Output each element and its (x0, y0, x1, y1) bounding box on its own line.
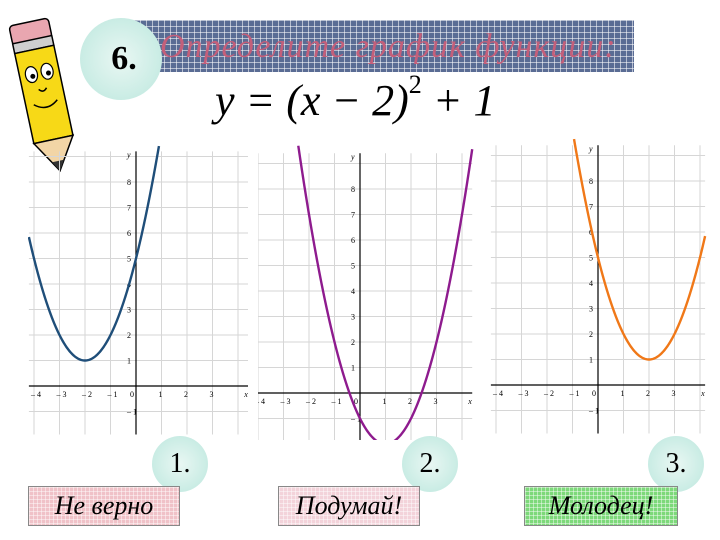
x-tick-label: – 1 (107, 390, 118, 399)
y-axis-label: y (588, 144, 593, 153)
answer-number-1: 1. (152, 436, 208, 492)
x-tick-label: 0 (130, 390, 134, 399)
y-tick-label: 2 (127, 331, 131, 340)
parabola-curve (28, 145, 161, 362)
y-tick-label: 4 (351, 287, 355, 296)
y-tick-label: 1 (351, 364, 355, 373)
y-tick-label: 1 (589, 356, 593, 365)
x-tick-label: – 4 (492, 389, 503, 398)
y-tick-label: 8 (127, 178, 131, 187)
y-tick-label: 2 (589, 330, 593, 339)
y-tick-label: 8 (351, 185, 355, 194)
y-tick-label: 5 (589, 254, 593, 263)
y-tick-label: 3 (127, 306, 131, 315)
y-tick-label: 7 (589, 203, 593, 212)
parabola-curve (297, 145, 474, 440)
x-tick-label: – 1 (331, 397, 342, 406)
parabola-curve (572, 138, 707, 361)
y-axis-label: y (350, 152, 355, 161)
title-banner (134, 20, 634, 72)
answer-label-3: Молодец! (548, 491, 654, 520)
x-tick-label: 0 (592, 389, 596, 398)
pencil-mascot-icon (8, 17, 75, 173)
x-tick-label: 2 (646, 389, 650, 398)
y-tick-label: 7 (127, 204, 131, 213)
x-tick-label: 2 (408, 397, 412, 406)
y-tick-label: 1 (127, 357, 131, 366)
x-axis-label: x (700, 389, 705, 398)
answer-number-3: 3. (648, 436, 704, 492)
y-tick-label: 5 (127, 255, 131, 264)
x-tick-label: – 2 (543, 389, 554, 398)
y-tick-label: – 1 (126, 408, 137, 417)
x-axis-label: x (243, 390, 248, 399)
x-tick-label: 1 (159, 390, 163, 399)
x-tick-label: – 3 (280, 397, 291, 406)
slide-number: 6. (111, 40, 137, 77)
x-tick-label: – 2 (305, 397, 316, 406)
x-tick-label: – 2 (81, 390, 92, 399)
slide-title: Определите график функции: (160, 28, 617, 65)
answer-label-2: Подумай! (295, 491, 403, 520)
formula-tail: + 1 (421, 76, 496, 125)
x-tick-label: 3 (672, 389, 676, 398)
y-tick-label: 5 (351, 262, 355, 271)
y-tick-label: 6 (351, 236, 355, 245)
y-tick-label: 6 (127, 229, 131, 238)
x-tick-label: – 3 (518, 389, 529, 398)
function-formula: y = (x − 2)2 + 1 (215, 70, 495, 126)
answer-button-1[interactable]: Не верно (28, 486, 180, 526)
answer-number-2: 2. (402, 436, 458, 492)
answer-label-1: Не верно (54, 491, 154, 520)
x-tick-label: 3 (434, 397, 438, 406)
y-tick-label: 8 (589, 177, 593, 186)
answer-button-3[interactable]: Молодец! (524, 486, 678, 526)
x-tick-label: 0 (354, 397, 358, 406)
y-tick-label: 4 (589, 279, 593, 288)
y-tick-label: – 1 (588, 407, 599, 416)
x-tick-label: – 4 (30, 390, 41, 399)
y-tick-label: 7 (351, 211, 355, 220)
x-tick-label: 1 (621, 389, 625, 398)
x-tick-label: 3 (210, 390, 214, 399)
formula-exponent: 2 (408, 70, 422, 99)
formula-base: y = (x − 2) (215, 76, 409, 125)
y-tick-label: – 1 (350, 415, 361, 424)
x-tick-label: 1 (383, 397, 387, 406)
y-tick-label: 2 (351, 338, 355, 347)
x-tick-label: – 3 (56, 390, 67, 399)
y-axis-label: y (126, 150, 131, 159)
x-axis-label: x (467, 397, 472, 406)
y-tick-label: 3 (589, 305, 593, 314)
x-tick-label: 2 (184, 390, 188, 399)
graph-option-2[interactable]: – 4 – 3 – 2 – 1 0 1 2 3 – 1 1 2 3 4 5 6 7 8 x y (258, 140, 478, 440)
answer-button-2[interactable]: Подумай! (278, 486, 420, 526)
slide-number-badge: 6. (80, 18, 162, 100)
x-tick-label: – 1 (569, 389, 580, 398)
y-tick-label: 3 (351, 313, 355, 322)
x-tick-label: – 4 (258, 397, 265, 406)
